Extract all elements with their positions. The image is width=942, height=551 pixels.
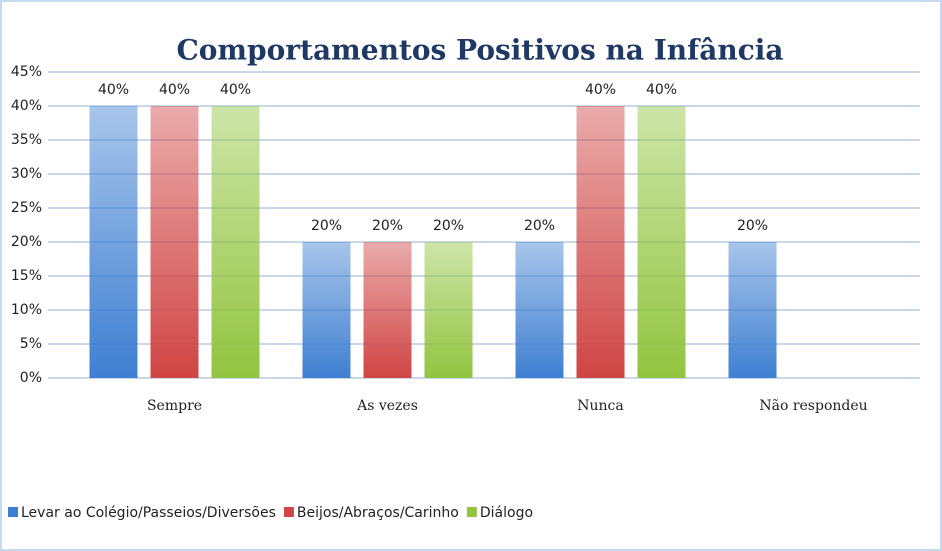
bar xyxy=(302,242,351,378)
data-label: 40% xyxy=(646,82,677,98)
y-tick-label: 5% xyxy=(20,336,42,352)
y-tick-label: 15% xyxy=(11,268,42,284)
x-tick-label: As vezes xyxy=(356,398,418,414)
bar xyxy=(424,242,473,378)
bar xyxy=(89,106,138,378)
y-tick-label: 0% xyxy=(20,370,42,386)
bar xyxy=(637,106,686,378)
x-tick-label: Nunca xyxy=(577,398,623,414)
y-tick-label: 10% xyxy=(11,302,42,318)
legend-label: Beijos/Abraços/Carinho xyxy=(297,505,459,521)
legend-label: Levar ao Colégio/Passeios/Diversões xyxy=(21,505,276,521)
y-tick-label: 35% xyxy=(11,132,42,148)
y-tick-label: 20% xyxy=(11,234,42,250)
data-label: 40% xyxy=(159,82,190,98)
chart-title: Comportamentos Positivos na Infância xyxy=(176,34,783,67)
legend-swatch xyxy=(283,507,294,517)
data-label: 20% xyxy=(737,218,768,234)
legend-swatch xyxy=(466,507,477,517)
data-label: 40% xyxy=(220,82,251,98)
bar xyxy=(211,106,260,378)
x-tick-label: Não respondeu xyxy=(759,398,867,414)
data-label: 20% xyxy=(524,218,555,234)
y-tick-label: 40% xyxy=(11,98,42,114)
bar xyxy=(150,106,199,378)
bar xyxy=(728,242,777,378)
data-label: 40% xyxy=(585,82,616,98)
data-label: 40% xyxy=(98,82,129,98)
data-label: 20% xyxy=(311,218,342,234)
data-label: 20% xyxy=(433,218,464,234)
data-label: 20% xyxy=(372,218,403,234)
legend-label: Diálogo xyxy=(480,505,533,521)
bar xyxy=(363,242,412,378)
bar xyxy=(576,106,625,378)
bar xyxy=(515,242,564,378)
y-tick-label: 25% xyxy=(11,200,42,216)
y-tick-label: 45% xyxy=(11,64,42,80)
x-tick-label: Sempre xyxy=(147,398,202,414)
y-tick-label: 30% xyxy=(11,166,42,182)
legend-swatch xyxy=(8,507,18,517)
